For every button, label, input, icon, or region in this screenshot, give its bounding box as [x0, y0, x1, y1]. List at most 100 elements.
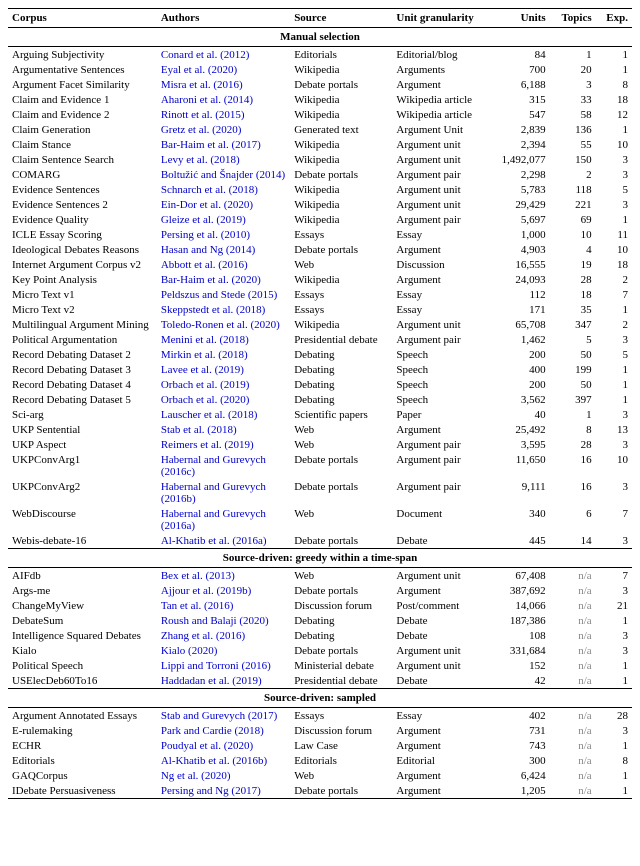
corpus-cell: Evidence Quality [8, 212, 157, 227]
exp-cell: 18 [596, 257, 632, 272]
granularity-cell: Debate [392, 613, 488, 628]
author-cell: Reimers et al. (2019) [157, 437, 290, 452]
exp-cell: 7 [596, 287, 632, 302]
author-cell: Bar-Haim et al. (2020) [157, 272, 290, 287]
table-row: EditorialsAl-Khatib et al. (2016b)Editor… [8, 753, 632, 768]
author-cell: Roush and Balaji (2020) [157, 613, 290, 628]
exp-cell: 1 [596, 62, 632, 77]
topics-cell: 136 [550, 122, 596, 137]
exp-cell: 3 [596, 479, 632, 506]
exp-cell: 3 [596, 437, 632, 452]
units-cell: 402 [489, 708, 550, 724]
corpus-cell: Args-me [8, 583, 157, 598]
granularity-cell: Debate [392, 628, 488, 643]
units-cell: 731 [489, 723, 550, 738]
author-cell: Rinott et al. (2015) [157, 107, 290, 122]
units-cell: 700 [489, 62, 550, 77]
topics-cell: 397 [550, 392, 596, 407]
table-row: GAQCorpusNg et al. (2020)WebArgument6,42… [8, 768, 632, 783]
units-cell: 2,839 [489, 122, 550, 137]
units-cell: 547 [489, 107, 550, 122]
granularity-cell: Argument [392, 272, 488, 287]
units-cell: 11,650 [489, 452, 550, 479]
corpus-cell: Claim and Evidence 1 [8, 92, 157, 107]
table-row: Micro Text v1Peldszus and Stede (2015)Es… [8, 287, 632, 302]
exp-cell: 21 [596, 598, 632, 613]
author-cell: Lavee et al. (2019) [157, 362, 290, 377]
corpus-cell: Argumentative Sentences [8, 62, 157, 77]
exp-cell: 7 [596, 506, 632, 533]
granularity-cell: Argument [392, 723, 488, 738]
topics-cell: 33 [550, 92, 596, 107]
author-cell: Gleize et al. (2019) [157, 212, 290, 227]
topics-cell: 1 [550, 407, 596, 422]
source-cell: Debate portals [290, 643, 392, 658]
source-cell: Presidential debate [290, 673, 392, 689]
units-cell: 108 [489, 628, 550, 643]
author-cell: Orbach et al. (2019) [157, 377, 290, 392]
author-cell: Conard et al. (2012) [157, 47, 290, 63]
source-cell: Essays [290, 227, 392, 242]
units-cell: 9,111 [489, 479, 550, 506]
units-cell: 67,408 [489, 568, 550, 584]
topics-cell: n/a [550, 753, 596, 768]
table-row: Args-meAjjour et al. (2019b)Debate porta… [8, 583, 632, 598]
author-cell: Gretz et al. (2020) [157, 122, 290, 137]
exp-cell: 1 [596, 673, 632, 689]
source-cell: Debate portals [290, 783, 392, 799]
table-row: Claim and Evidence 2Rinott et al. (2015)… [8, 107, 632, 122]
granularity-cell: Document [392, 506, 488, 533]
source-cell: Wikipedia [290, 107, 392, 122]
table-row: ECHRPoudyal et al. (2020)Law CaseArgumen… [8, 738, 632, 753]
source-cell: Web [290, 568, 392, 584]
source-cell: Debate portals [290, 452, 392, 479]
exp-cell: 3 [596, 533, 632, 549]
granularity-cell: Debate [392, 533, 488, 549]
section-header: Source-driven: greedy within a time-span [8, 549, 632, 568]
corpus-cell: Key Point Analysis [8, 272, 157, 287]
granularity-cell: Argument pair [392, 437, 488, 452]
corpus-cell: Political Speech [8, 658, 157, 673]
section-title: Source-driven: sampled [8, 689, 632, 708]
table-row: KialoKialo (2020)Debate portalsArgument … [8, 643, 632, 658]
source-cell: Debate portals [290, 583, 392, 598]
corpus-cell: COMARG [8, 167, 157, 182]
section-header: Manual selection [8, 28, 632, 47]
units-cell: 340 [489, 506, 550, 533]
corpus-cell: ECHR [8, 738, 157, 753]
granularity-cell: Editorial/blog [392, 47, 488, 63]
corpus-cell: UKP Sentential [8, 422, 157, 437]
author-cell: Boltužić and Šnajder (2014) [157, 167, 290, 182]
table-row: E-rulemakingPark and Cardie (2018)Discus… [8, 723, 632, 738]
author-cell: Stab et al. (2018) [157, 422, 290, 437]
author-cell: Ein-Dor et al. (2020) [157, 197, 290, 212]
source-cell: Debating [290, 377, 392, 392]
topics-cell: n/a [550, 738, 596, 753]
source-cell: Discussion forum [290, 598, 392, 613]
corpus-cell: Micro Text v1 [8, 287, 157, 302]
units-cell: 187,386 [489, 613, 550, 628]
granularity-cell: Argument unit [392, 197, 488, 212]
topics-cell: 55 [550, 137, 596, 152]
exp-cell: 3 [596, 583, 632, 598]
section-title: Source-driven: greedy within a time-span [8, 549, 632, 568]
author-cell: Toledo-Ronen et al. (2020) [157, 317, 290, 332]
source-cell: Debating [290, 362, 392, 377]
author-cell: Stab and Gurevych (2017) [157, 708, 290, 724]
exp-cell: 11 [596, 227, 632, 242]
source-cell: Debate portals [290, 77, 392, 92]
granularity-cell: Argument unit [392, 182, 488, 197]
corpus-cell: USElecDeb60To16 [8, 673, 157, 689]
units-cell: 1,205 [489, 783, 550, 799]
topics-cell: 19 [550, 257, 596, 272]
source-cell: Web [290, 768, 392, 783]
granularity-cell: Argument unit [392, 137, 488, 152]
table-row: AIFdbBex et al. (2013)WebArgument unit67… [8, 568, 632, 584]
topics-cell: n/a [550, 613, 596, 628]
topics-cell: 16 [550, 452, 596, 479]
exp-cell: 2 [596, 272, 632, 287]
units-cell: 2,298 [489, 167, 550, 182]
granularity-cell: Argument pair [392, 332, 488, 347]
table-row: Evidence QualityGleize et al. (2019)Wiki… [8, 212, 632, 227]
topics-cell: 20 [550, 62, 596, 77]
